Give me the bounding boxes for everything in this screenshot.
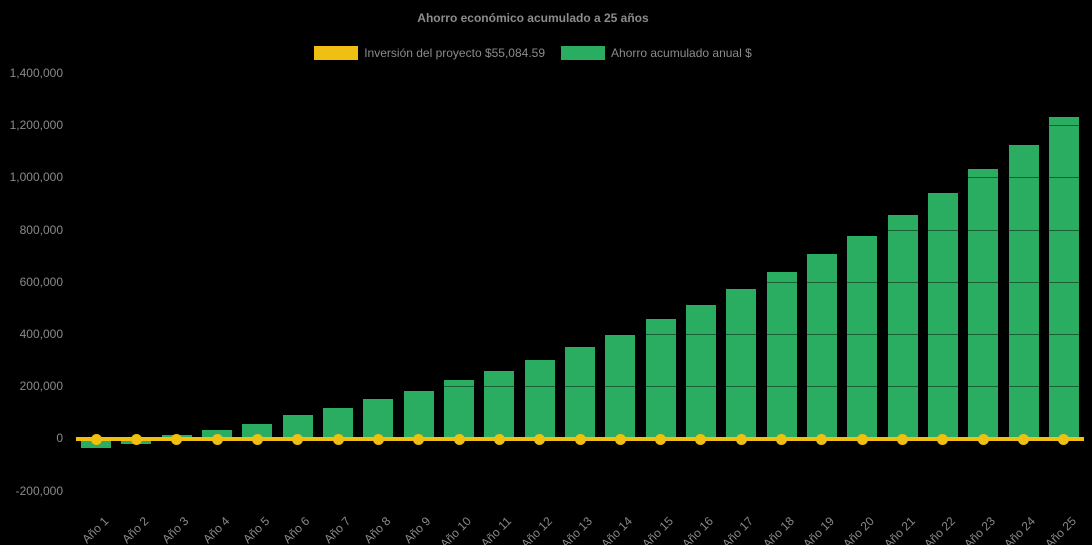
- y-axis-tick-label: 1,000,000: [9, 170, 63, 185]
- investment-point-año-16[interactable]: [695, 433, 707, 445]
- bar-año-19[interactable]: [806, 253, 837, 439]
- investment-point-año-15[interactable]: [655, 433, 667, 445]
- x-axis-tick-label: Año 25: [1041, 514, 1079, 545]
- investment-point-año-6[interactable]: [292, 433, 304, 445]
- y-axis-tick-label: -200,000: [15, 483, 63, 498]
- gridline: [76, 177, 1084, 179]
- x-axis-tick-label: Año 12: [517, 514, 555, 545]
- y-axis-tick-label: 800,000: [19, 222, 63, 237]
- y-axis-tick-label: 0: [56, 431, 63, 446]
- investment-point-año-1[interactable]: [90, 433, 102, 445]
- x-axis-tick-label: Año 20: [840, 514, 878, 545]
- bar-año-12[interactable]: [524, 359, 555, 439]
- bar-año-6[interactable]: [282, 415, 313, 439]
- investment-point-año-9[interactable]: [413, 433, 425, 445]
- bar-año-11[interactable]: [484, 370, 515, 439]
- y-axis-tick-label: 1,400,000: [9, 66, 63, 80]
- bar-año-22[interactable]: [927, 193, 958, 439]
- bar-año-15[interactable]: [645, 319, 676, 439]
- bar-año-21[interactable]: [887, 214, 918, 439]
- investment-point-año-7[interactable]: [332, 433, 344, 445]
- bar-año-25[interactable]: [1048, 117, 1079, 439]
- gridline: [76, 73, 1084, 74]
- investment-point-año-10[interactable]: [453, 433, 465, 445]
- x-axis-tick-label: Año 22: [921, 514, 958, 545]
- investment-point-año-4[interactable]: [211, 433, 223, 445]
- x-axis-tick-label: Año 17: [719, 514, 757, 545]
- x-axis-tick-label: Año 13: [558, 514, 595, 545]
- bar-año-7[interactable]: [323, 408, 354, 439]
- investment-point-año-19[interactable]: [816, 433, 828, 445]
- x-axis-tick-label: Año 15: [638, 514, 676, 545]
- x-axis-tick-label: Año 1: [79, 514, 112, 545]
- x-axis-tick-label: Año 21: [880, 514, 918, 545]
- x-axis-tick-label: Año 7: [320, 514, 354, 545]
- x-axis-tick-label: Año 10: [437, 514, 474, 545]
- gridline: [76, 490, 1084, 492]
- gridline: [76, 125, 1084, 127]
- investment-point-año-14[interactable]: [614, 433, 626, 445]
- bar-año-17[interactable]: [726, 289, 757, 439]
- bar-año-9[interactable]: [403, 390, 434, 439]
- gridline: [76, 229, 1084, 231]
- y-axis-tick-label: 400,000: [19, 327, 63, 341]
- investment-swatch-icon: [314, 46, 359, 60]
- bar-año-16[interactable]: [685, 305, 716, 439]
- bar-año-10[interactable]: [444, 380, 475, 439]
- x-axis-tick-label: Año 11: [478, 514, 515, 545]
- x-axis-tick-label: Año 6: [280, 514, 313, 545]
- investment-point-año-18[interactable]: [776, 433, 788, 445]
- chart-title: Ahorro económico acumulado a 25 años: [417, 11, 649, 25]
- investment-point-año-25[interactable]: [1058, 433, 1070, 445]
- investment-point-año-2[interactable]: [130, 433, 142, 445]
- investment-point-año-5[interactable]: [251, 433, 263, 445]
- investment-point-año-12[interactable]: [534, 433, 546, 445]
- x-axis-tick-label: Año 9: [401, 514, 434, 545]
- bar-año-20[interactable]: [847, 235, 878, 439]
- investment-point-año-11[interactable]: [493, 433, 505, 445]
- legend-item-investment[interactable]: Inversión del proyecto $55,084.59: [314, 46, 545, 60]
- x-axis-tick-label: Año 8: [361, 514, 394, 545]
- investment-point-año-20[interactable]: [856, 433, 868, 445]
- gridline: [76, 386, 1084, 388]
- x-axis-tick-label: Año 24: [1001, 514, 1039, 545]
- investment-point-año-3[interactable]: [171, 433, 183, 445]
- investment-point-año-23[interactable]: [977, 433, 989, 445]
- x-axis-tick-label: Año 19: [800, 514, 837, 545]
- legend-item-savings[interactable]: Ahorro acumulado anual $: [561, 46, 752, 60]
- legend-label-savings: Ahorro acumulado anual $: [611, 46, 752, 60]
- savings-swatch-icon: [561, 46, 606, 60]
- bar-año-18[interactable]: [766, 271, 797, 439]
- bar-año-5[interactable]: [242, 423, 273, 439]
- investment-point-año-13[interactable]: [574, 433, 586, 445]
- y-axis-tick-label: 1,200,000: [9, 118, 63, 133]
- x-axis-tick-label: Año 18: [759, 514, 797, 545]
- legend: Inversión del proyecto $55,084.59 Ahorro…: [0, 46, 1066, 60]
- y-axis-tick-label: 600,000: [19, 274, 63, 289]
- plot-area: [76, 73, 1084, 493]
- legend-label-investment: Inversión del proyecto $55,084.59: [364, 46, 546, 60]
- gridline: [76, 334, 1084, 335]
- gridline: [76, 281, 1084, 283]
- x-axis-tick-label: Año 5: [240, 514, 273, 545]
- y-axis-tick-label: 200,000: [19, 379, 63, 394]
- investment-point-año-24[interactable]: [1018, 433, 1030, 445]
- x-axis-tick-label: Año 3: [159, 514, 192, 545]
- x-axis-tick-label: Año 23: [961, 514, 999, 545]
- investment-point-año-22[interactable]: [937, 433, 949, 445]
- investment-point-año-17[interactable]: [735, 433, 747, 445]
- x-axis-tick-label: Año 14: [598, 514, 636, 545]
- investment-point-año-8[interactable]: [372, 433, 384, 445]
- bar-año-14[interactable]: [605, 334, 636, 439]
- x-axis-tick-label: Año 16: [679, 514, 716, 545]
- bar-año-23[interactable]: [968, 169, 999, 439]
- bar-año-13[interactable]: [565, 347, 595, 439]
- bar-año-8[interactable]: [363, 399, 394, 439]
- x-axis-tick-label: Año 4: [200, 514, 233, 545]
- investment-point-año-21[interactable]: [897, 433, 909, 445]
- bar-año-24[interactable]: [1008, 144, 1039, 439]
- x-axis-tick-label: Año 2: [119, 514, 152, 545]
